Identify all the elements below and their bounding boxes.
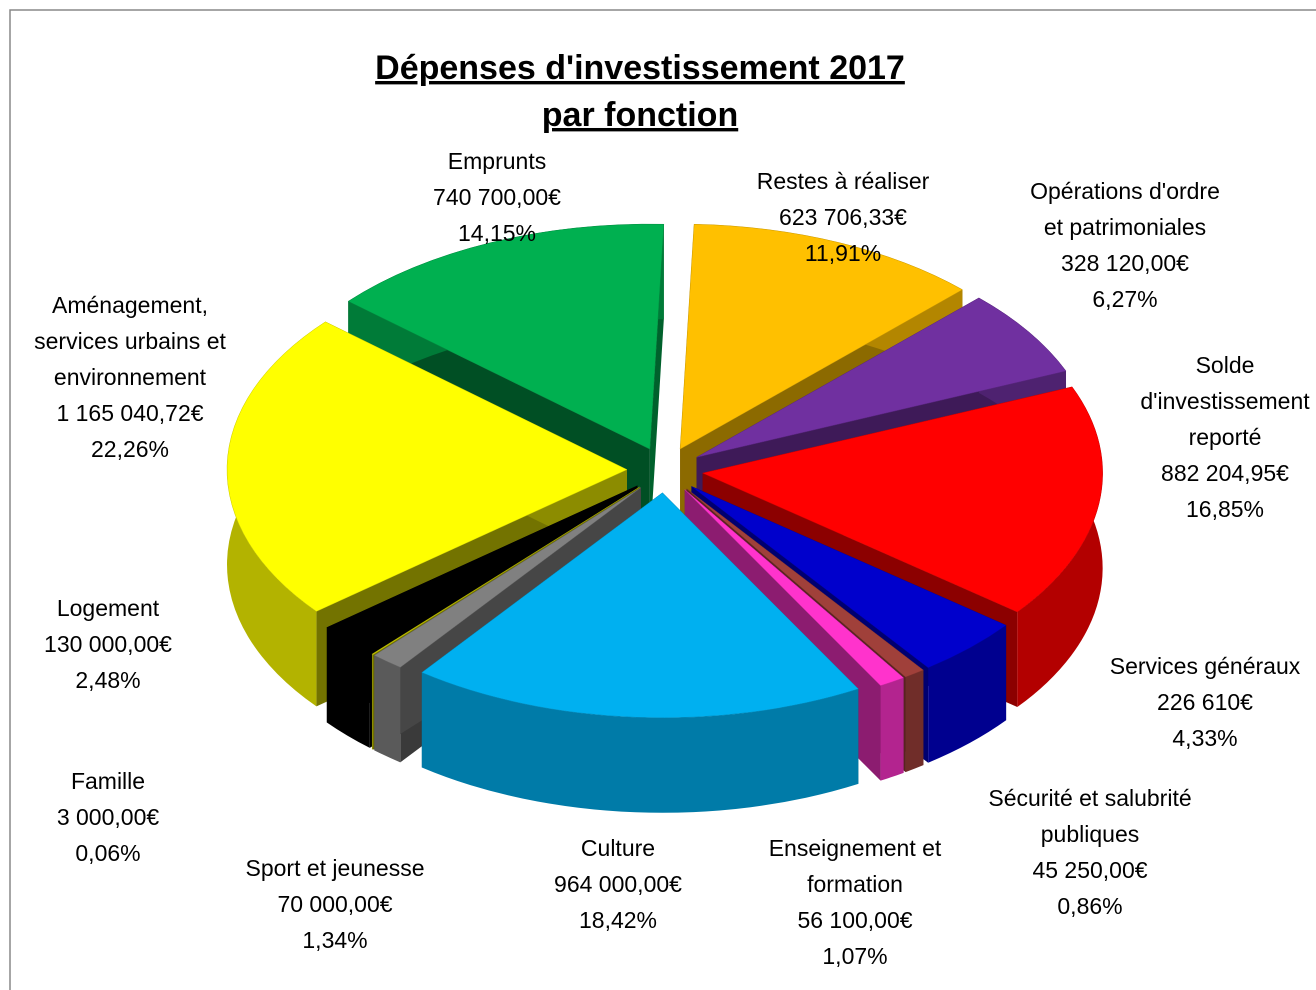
percent-label: 2,48% (75, 667, 140, 693)
slice-top (226, 321, 628, 612)
percent-label: 14,15% (458, 220, 536, 246)
category-label: Opérations d'ordre (1030, 178, 1220, 204)
category-label: Emprunts (448, 148, 546, 174)
slice-side (928, 625, 1007, 763)
percent-label: 22,26% (91, 436, 169, 462)
slice (421, 492, 859, 813)
percent-label: 4,33% (1172, 725, 1237, 751)
value-label: 130 000,00€ (44, 631, 172, 657)
percent-label: 1,07% (822, 943, 887, 969)
category-label: reporté (1189, 424, 1262, 450)
slice-top (326, 485, 638, 654)
category-label: et patrimoniales (1044, 214, 1206, 240)
value-label: 3 000,00€ (57, 804, 160, 830)
category-label: services urbains et (34, 328, 226, 354)
slice-top (691, 486, 1007, 669)
chart-title: par fonction (542, 96, 738, 134)
percent-label: 1,34% (302, 927, 367, 953)
slice-top (684, 489, 905, 686)
slice-top (696, 297, 1067, 458)
category-label: Solde (1196, 352, 1255, 378)
category-label: publiques (1041, 821, 1139, 847)
value-label: 226 610€ (1157, 689, 1253, 715)
value-label: 56 100,00€ (797, 907, 912, 933)
slice-top (421, 492, 859, 718)
slice-side (326, 627, 370, 748)
slice-top (701, 386, 1103, 613)
percent-label: 18,42% (579, 907, 657, 933)
percent-label: 0,86% (1057, 893, 1122, 919)
category-label: Logement (57, 595, 160, 621)
category-label: formation (807, 871, 903, 897)
category-label: d'investissement (1140, 388, 1310, 414)
category-label: Restes à réaliser (757, 168, 930, 194)
percent-label: 16,85% (1186, 496, 1264, 522)
slice-top (371, 486, 640, 656)
value-label: 882 204,95€ (1161, 460, 1289, 486)
value-label: 45 250,00€ (1032, 857, 1147, 883)
value-label: 70 000,00€ (277, 891, 392, 917)
category-label: Sport et jeunesse (245, 855, 424, 881)
category-label: Culture (581, 835, 655, 861)
slice-top (373, 487, 642, 668)
percent-label: 0,06% (75, 840, 140, 866)
chart-title: Dépenses d'investissement 2017 (375, 49, 905, 87)
category-label: Aménagement, (52, 292, 208, 318)
category-label: Enseignement et (769, 835, 942, 861)
slice-side (374, 655, 401, 763)
value-label: 623 706,33€ (779, 204, 907, 230)
category-label: Services généraux (1110, 653, 1301, 679)
slice-top (347, 223, 665, 450)
slice-top (679, 223, 963, 450)
slice-side (371, 654, 374, 750)
percent-label: 6,27% (1092, 286, 1157, 312)
value-label: 1 165 040,72€ (56, 400, 203, 426)
slice-side (905, 670, 924, 773)
category-label: environnement (54, 364, 207, 390)
slice-side (421, 672, 859, 813)
category-label: Famille (71, 768, 145, 794)
value-label: 328 120,00€ (1061, 250, 1189, 276)
percent-label: 11,91% (805, 240, 881, 266)
slice-top (686, 488, 924, 678)
slice-side (880, 677, 904, 781)
category-label: Sécurité et salubrité (988, 785, 1191, 811)
value-label: 964 000,00€ (554, 871, 682, 897)
value-label: 740 700,00€ (433, 184, 561, 210)
